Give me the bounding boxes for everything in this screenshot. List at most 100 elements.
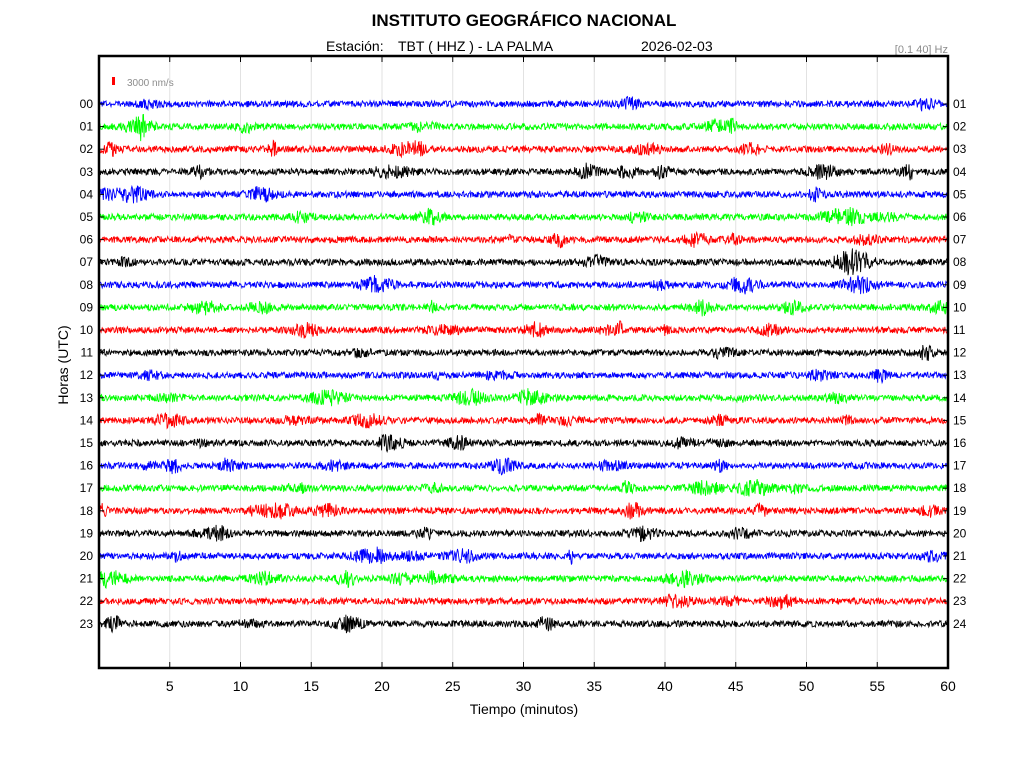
right-hour-label: 09	[953, 278, 967, 292]
scale-bar	[112, 77, 115, 85]
trace-hour-18	[99, 501, 948, 520]
scale-label: 3000 nm/s	[127, 78, 174, 89]
right-hour-label: 10	[953, 300, 967, 314]
left-hour-label: 03	[80, 165, 94, 179]
right-hour-label: 16	[953, 436, 967, 450]
x-tick-label: 20	[374, 678, 390, 694]
trace-hour-22	[99, 593, 948, 610]
trace-hour-12	[99, 368, 948, 385]
trace-hour-20	[99, 546, 948, 565]
x-tick-label: 50	[799, 678, 815, 694]
left-hour-label: 22	[80, 594, 94, 608]
right-hour-label: 23	[953, 594, 967, 608]
left-hour-label: 14	[80, 413, 94, 427]
trace-hour-03	[99, 162, 948, 181]
right-hour-label: 21	[953, 549, 967, 563]
left-hour-label: 13	[80, 391, 94, 405]
right-hour-label: 08	[953, 255, 967, 269]
trace-hour-07	[99, 248, 948, 276]
trace-hour-10	[99, 320, 948, 339]
left-hour-labels: 00 01 02 03 04 05 06 07 08 09 10 11 12 13 14 15 16 17 18 19…	[80, 97, 104, 631]
trace-hour-04	[99, 184, 948, 204]
left-hour-label: 11	[81, 346, 94, 360]
right-hour-label: 07	[953, 233, 967, 247]
left-hour-label: 10	[80, 323, 94, 337]
trace-hour-21	[99, 569, 948, 589]
record-date: 2026-02-03	[641, 38, 713, 54]
filter-band: [0.1 40] Hz	[895, 44, 948, 56]
seismic-traces	[99, 95, 948, 634]
x-tick-label: 35	[586, 678, 602, 694]
right-hour-label: 04	[953, 165, 967, 179]
right-hour-label: 24	[953, 617, 967, 631]
left-hour-label: 20	[80, 549, 94, 563]
chart-title: INSTITUTO GEOGRÁFICO NACIONAL	[372, 11, 677, 30]
trace-hour-00	[99, 95, 948, 112]
x-axis-ticks: 5 10 15 20 25 30 35 40 45 50 55 60	[166, 56, 956, 694]
trace-hour-23	[99, 614, 948, 634]
x-tick-label: 25	[445, 678, 461, 694]
x-tick-label: 45	[728, 678, 744, 694]
right-hour-label: 01	[953, 97, 967, 111]
trace-hour-19	[99, 524, 948, 543]
x-tick-label: 30	[516, 678, 532, 694]
left-hour-label: 09	[80, 300, 94, 314]
x-axis-title: Tiempo (minutos)	[470, 701, 578, 717]
right-hour-label: 22	[953, 572, 967, 586]
left-hour-label: 04	[80, 187, 94, 201]
right-hour-label: 02	[953, 120, 967, 134]
left-hour-label: 05	[80, 210, 94, 224]
left-hour-label: 18	[80, 504, 94, 518]
x-tick-label: 15	[303, 678, 319, 694]
x-tick-label: 5	[166, 678, 174, 694]
trace-hour-15	[99, 433, 948, 454]
trace-hour-17	[99, 479, 948, 497]
left-hour-label: 16	[80, 459, 94, 473]
left-hour-label: 12	[80, 368, 94, 382]
trace-hour-16	[99, 457, 948, 476]
x-tick-label: 10	[233, 678, 249, 694]
left-hour-label: 15	[80, 436, 94, 450]
left-hour-label: 21	[80, 572, 94, 586]
right-hour-label: 11	[953, 323, 966, 337]
right-hour-label: 06	[953, 210, 967, 224]
right-hour-label: 20	[953, 526, 967, 540]
right-hour-label: 18	[953, 481, 967, 495]
trace-hour-06	[99, 230, 948, 249]
left-hour-label: 17	[80, 481, 94, 495]
x-tick-label: 60	[940, 678, 956, 694]
trace-hour-02	[99, 139, 948, 159]
right-hour-label: 14	[953, 391, 967, 405]
right-hour-labels: 01 02 03 04 05 06 07 08 09 10 11 12 13 14 15 16 17 18 19 20…	[943, 97, 967, 631]
trace-hour-13	[99, 387, 948, 407]
right-hour-label: 15	[953, 413, 967, 427]
x-tick-label: 40	[657, 678, 673, 694]
y-axis-title: Horas (UTC)	[55, 325, 71, 404]
right-hour-label: 13	[953, 368, 967, 382]
trace-hour-05	[99, 206, 948, 227]
right-hour-label: 03	[953, 142, 967, 156]
left-hour-label: 23	[80, 617, 94, 631]
station-name: TBT ( HHZ ) - LA PALMA	[398, 38, 554, 54]
trace-hour-11	[99, 344, 948, 361]
left-hour-label: 06	[80, 233, 94, 247]
grid-lines	[169, 56, 878, 668]
right-hour-label: 05	[953, 187, 967, 201]
trace-hour-09	[99, 299, 948, 317]
left-hour-label: 01	[80, 120, 94, 134]
trace-hour-14	[99, 412, 948, 430]
right-hour-label: 19	[953, 504, 967, 518]
left-hour-label: 02	[80, 142, 94, 156]
left-hour-label: 08	[80, 278, 94, 292]
right-hour-label: 17	[953, 459, 967, 473]
trace-hour-08	[99, 274, 948, 295]
left-hour-label: 07	[80, 255, 94, 269]
x-tick-label: 55	[869, 678, 885, 694]
trace-hour-01	[99, 113, 948, 142]
right-hour-label: 12	[953, 346, 967, 360]
station-label: Estación:	[326, 38, 384, 54]
left-hour-label: 00	[80, 97, 94, 111]
left-hour-label: 19	[80, 526, 94, 540]
